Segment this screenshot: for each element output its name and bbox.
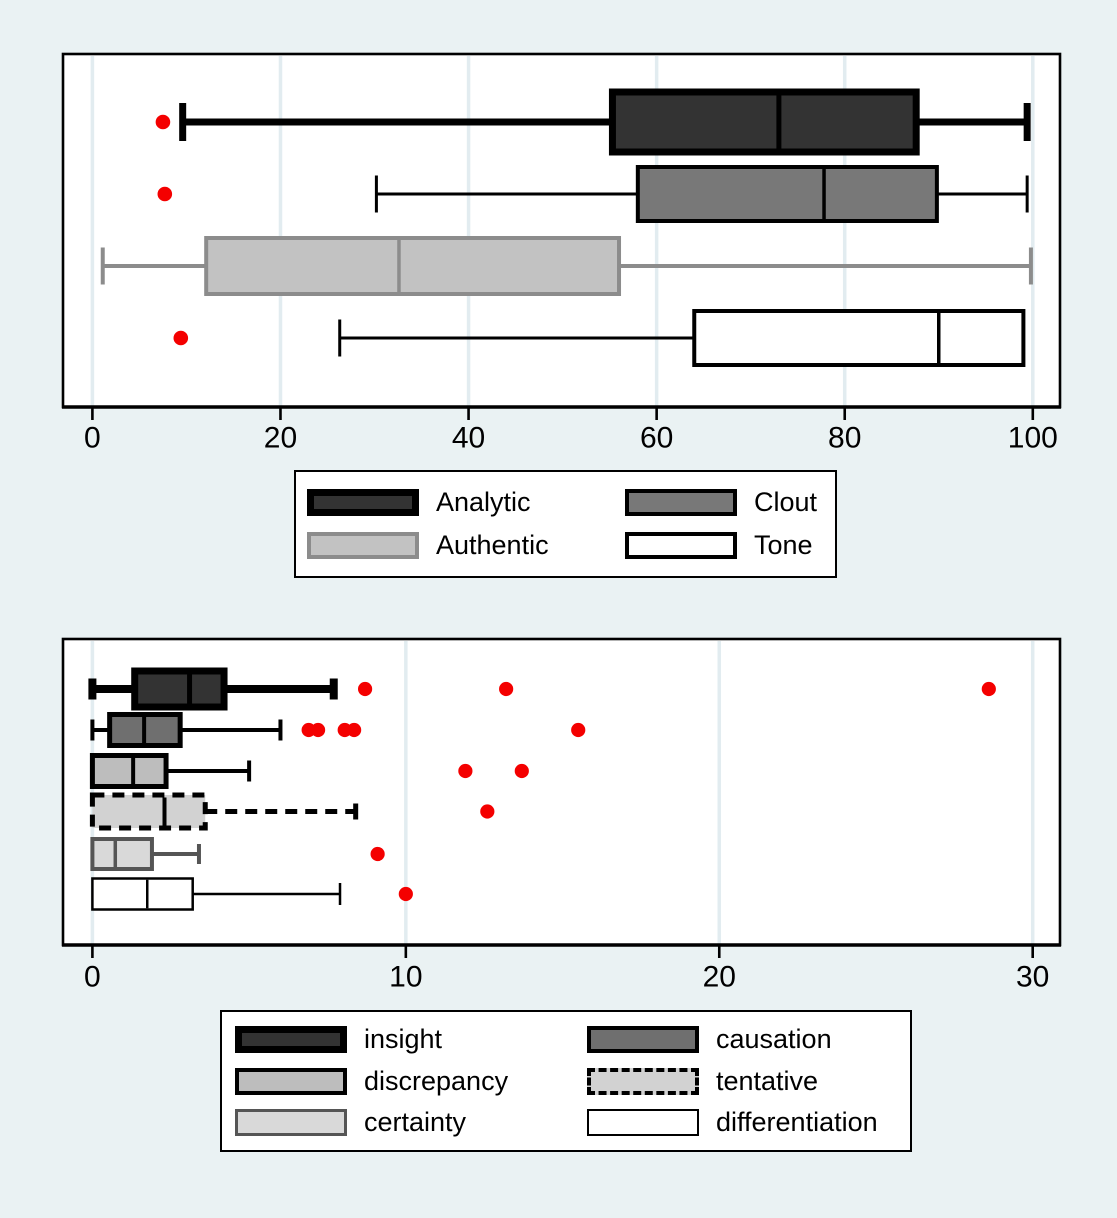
causation-swatch <box>587 1026 699 1054</box>
x-tick-label: 0 <box>84 422 101 455</box>
x-tick-label: 60 <box>640 422 673 455</box>
box-Clout <box>635 165 939 223</box>
legend-label-discrepancy: discrepancy <box>364 1065 509 1096</box>
legend-item-differentiation: differentiation <box>587 1106 910 1137</box>
box-certainty <box>90 837 154 871</box>
outlier-dot-tentative <box>480 804 495 819</box>
legend-item-tone: Tone <box>625 530 835 561</box>
outlier-dot-insight <box>981 681 996 697</box>
legend-label-causation: causation <box>716 1024 832 1055</box>
box-Authentic <box>204 236 622 296</box>
box-tentative <box>89 792 208 831</box>
box-Analytic <box>608 88 920 156</box>
outlier-dot-Analytic <box>155 114 171 130</box>
outlier-dot-discrepancy <box>514 763 529 779</box>
legend-label-certainty: certainty <box>364 1106 467 1137</box>
legend-label-differentiation: differentiation <box>716 1106 878 1137</box>
legend-label-tentative: tentative <box>716 1065 819 1096</box>
legend-label-authentic: Authentic <box>436 530 549 561</box>
x-tick-label: 80 <box>828 422 861 455</box>
legend-label-analytic: Analytic <box>436 486 531 517</box>
tone-swatch <box>625 532 737 560</box>
outlier-dot-causation <box>310 722 326 738</box>
legend-item-analytic: Analytic <box>307 486 625 517</box>
x-tick-label: 100 <box>1008 422 1058 455</box>
legend-label-clout: Clout <box>754 486 818 517</box>
legend-item-discrepancy: discrepancy <box>235 1065 587 1096</box>
legend-item-certainty: certainty <box>235 1106 587 1137</box>
legend-item-tentative: tentative <box>587 1065 910 1096</box>
insight-swatch <box>235 1026 347 1054</box>
outlier-dot-insight <box>499 681 514 697</box>
certainty-swatch <box>235 1108 347 1136</box>
box-differentiation <box>91 877 194 911</box>
legend-item-insight: insight <box>235 1024 587 1055</box>
x-tick-label: 10 <box>389 961 422 994</box>
discrepancy-swatch <box>235 1067 347 1095</box>
legend-item-authentic: Authentic <box>307 530 625 561</box>
legend-item-causation: causation <box>587 1024 910 1055</box>
clout-swatch <box>625 488 737 516</box>
outlier-dot-discrepancy <box>458 763 473 779</box>
analytic-swatch <box>307 488 419 516</box>
x-tick-label: 0 <box>84 961 101 994</box>
legend-item-clout: Clout <box>625 486 835 517</box>
x-tick-label: 40 <box>452 422 485 455</box>
outlier-dot-Clout <box>157 186 173 202</box>
tentative-swatch <box>587 1067 699 1095</box>
x-tick-label: 20 <box>703 961 736 994</box>
x-tick-label: 20 <box>264 422 297 455</box>
box-Tone <box>692 309 1026 367</box>
box-insight <box>131 667 228 711</box>
outlier-dot-causation <box>347 722 362 738</box>
authentic-swatch <box>307 532 419 560</box>
outlier-dot-causation <box>571 722 586 738</box>
outlier-dot-insight <box>357 681 373 697</box>
legend-label-tone: Tone <box>754 530 813 561</box>
top-legend: Analytic Clout Authentic Tone <box>294 470 837 578</box>
x-tick-label: 30 <box>1016 961 1049 994</box>
outlier-dot-differentiation <box>398 886 413 902</box>
differentiation-swatch <box>587 1108 699 1136</box>
bottom-legend: insight causation discrepancy tentative … <box>220 1010 912 1152</box>
legend-label-insight: insight <box>364 1024 443 1055</box>
outlier-dot-certainty <box>370 846 385 862</box>
box-discrepancy <box>89 753 169 789</box>
outlier-dot-Tone <box>173 330 189 346</box>
